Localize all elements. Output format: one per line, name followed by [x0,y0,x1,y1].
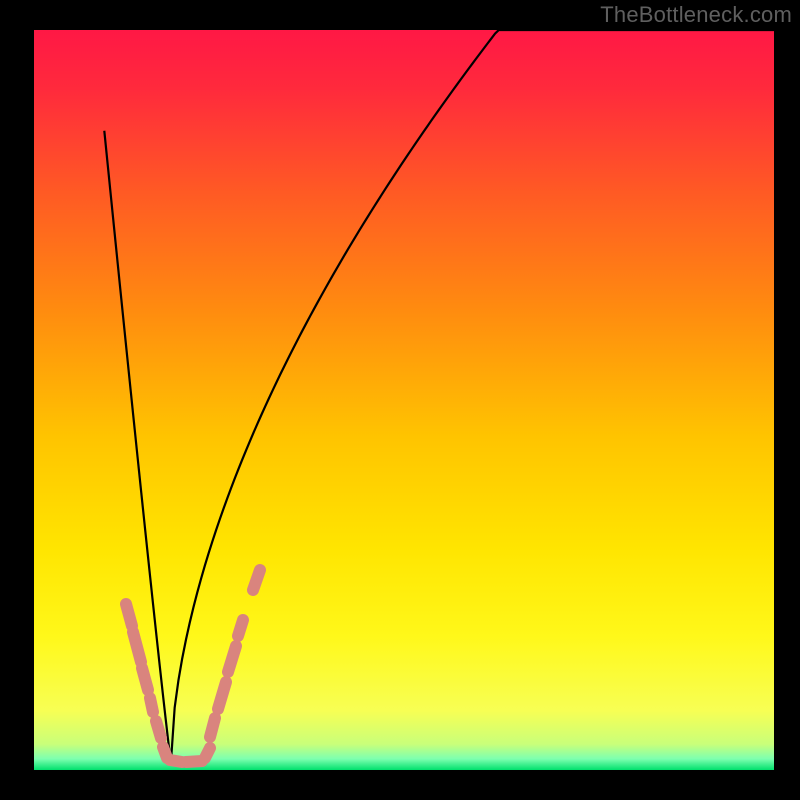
plot-background [34,30,774,770]
watermark-text: TheBottleneck.com [600,2,792,28]
chart-stage: TheBottleneck.com [0,0,800,800]
